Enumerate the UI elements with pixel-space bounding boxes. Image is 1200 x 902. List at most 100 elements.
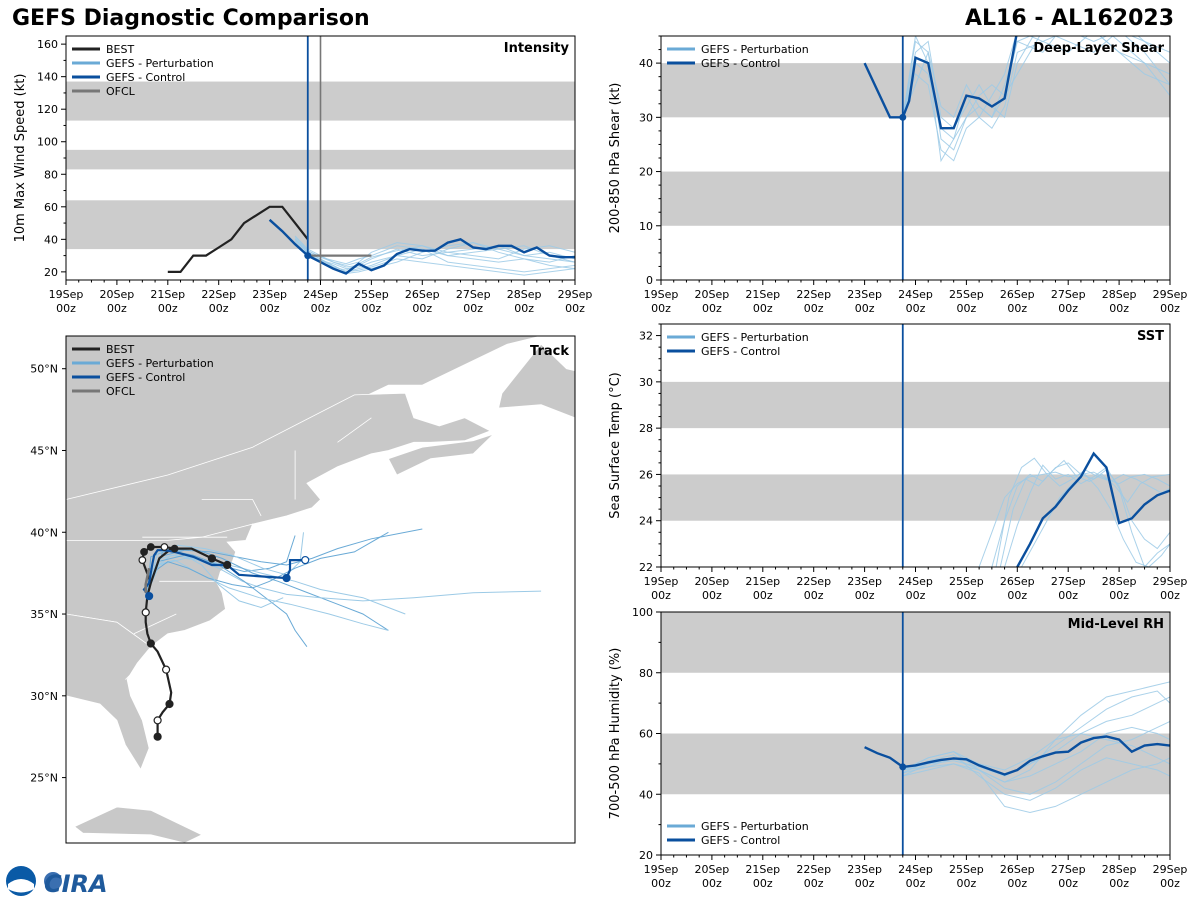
shear-xtick-label-0: 19Sep (644, 288, 679, 301)
rh-xtick-label-hour-2: 00z (753, 877, 773, 890)
sst-ytick-label-28: 28 (639, 422, 653, 435)
intensity-perturbation-line-7 (294, 235, 575, 266)
intensity-legend-label-3: OFCL (106, 85, 136, 98)
track-best-hook-point (138, 556, 147, 564)
shear-band-0 (661, 171, 1170, 226)
track-legend-label-0: BEST (106, 343, 134, 356)
sst-perturbation-line-3 (999, 459, 1170, 567)
rh-ytick-label-100: 100 (632, 606, 653, 619)
shear-ylabel: 200-850 hPa Shear (kt) (608, 83, 623, 234)
shear-xtick-label-5: 24Sep (898, 288, 933, 301)
intensity-xtick-label-hour-6: 00z (362, 302, 382, 315)
rh-xtick-label-3: 22Sep (796, 863, 831, 876)
rh-legend-label-1: GEFS - Control (701, 834, 780, 847)
track-perturbation-line-3 (146, 554, 542, 602)
sst-ylabel: Sea Surface Temp (°C) (608, 372, 623, 519)
intensity-ylabel: 10m Max Wind Speed (kt) (13, 74, 28, 243)
track-best-hook-point (140, 547, 148, 556)
shear-control-line (863, 36, 1018, 130)
sst-band-0 (661, 474, 1170, 521)
rh-xtick-label-hour-8: 00z (1058, 877, 1078, 890)
sst-ytick-label-30: 30 (639, 376, 653, 389)
noaa-bird-icon (8, 879, 34, 893)
shear-ytick-label-20: 20 (639, 166, 653, 179)
track-best-point (153, 716, 162, 725)
track-ofcl-line (144, 567, 151, 593)
intensity-xtick-label-hour-9: 00z (514, 302, 534, 315)
shear-xtick-label-9: 28Sep (1102, 288, 1137, 301)
track-perturbation-line-8 (146, 531, 389, 593)
sst-legend-label-0: GEFS - Perturbation (701, 331, 809, 344)
intensity-title: Intensity (504, 41, 570, 56)
rh-xtick-label-2: 21Sep (745, 863, 780, 876)
intensity-xtick-label-hour-0: 00z (56, 302, 76, 315)
intensity-ytick-label-40: 40 (44, 233, 58, 246)
track-lat-label-4: 45°N (30, 444, 58, 457)
sst-legend-label-1: GEFS - Control (701, 345, 780, 358)
track-land-4 (387, 433, 494, 476)
rh-xtick-label-6: 25Sep (949, 863, 984, 876)
track-best-hook-point (160, 543, 169, 551)
shear-xtick-label-hour-5: 00z (906, 302, 926, 315)
sst-ytick-label-32: 32 (639, 330, 653, 343)
sst-xtick-label-hour-0: 00z (651, 589, 671, 602)
shear-ytick-label-40: 40 (639, 57, 653, 70)
shear-xtick-label-4: 23Sep (847, 288, 882, 301)
track-best-hook-point (146, 543, 155, 551)
rh-xtick-label-hour-0: 00z (651, 877, 671, 890)
intensity-xtick-label-8: 27Sep (456, 288, 491, 301)
rh-xtick-label-hour-6: 00z (957, 877, 977, 890)
track-lat-label-3: 40°N (30, 526, 58, 539)
intensity-ytick-label-100: 100 (37, 136, 58, 149)
cira-logo-text: CIRA (44, 870, 108, 898)
sst-xtick-label-hour-2: 00z (753, 589, 773, 602)
rh-xtick-label-hour-3: 00z (804, 877, 824, 890)
sst-perturbation-line-0 (978, 471, 1170, 567)
rh-xtick-label-4: 23Sep (847, 863, 882, 876)
intensity-xtick-label-hour-1: 00z (107, 302, 127, 315)
rh-perturbation-line-4 (902, 690, 1170, 777)
shear-xtick-label-hour-1: 00z (702, 302, 722, 315)
intensity-legend-label-1: GEFS - Perturbation (106, 57, 214, 70)
sst-xtick-label-hour-6: 00z (957, 589, 977, 602)
sst-xtick-label-8: 27Sep (1051, 575, 1086, 588)
intensity-xtick-label-hour-10: 00z (565, 302, 585, 315)
rh-band-1 (661, 612, 1170, 673)
sst-xtick-label-2: 21Sep (745, 575, 780, 588)
rh-xtick-label-hour-7: 00z (1007, 877, 1027, 890)
track-control-line (142, 549, 306, 597)
track-best-hook-point (170, 544, 179, 553)
track-land-6 (73, 806, 203, 843)
sst-xtick-label-10: 29Sep (1153, 575, 1188, 588)
rh-perturbation-line-3 (902, 754, 1170, 801)
intensity-xtick-label-4: 23Sep (252, 288, 287, 301)
shear-legend-label-0: GEFS - Perturbation (701, 43, 809, 56)
track-legend-label-3: OFCL (106, 385, 136, 398)
shear-band-1 (661, 63, 1170, 118)
track-lat-label-1: 30°N (30, 690, 58, 703)
shear-xtick-label-8: 27Sep (1051, 288, 1086, 301)
intensity-ytick-label-160: 160 (37, 38, 58, 51)
page-title: GEFS Diagnostic Comparison (12, 6, 370, 31)
rh-ylabel: 700-500 hPa Humidity (%) (608, 648, 623, 820)
sst-xtick-label-7: 26Sep (1000, 575, 1035, 588)
track-land-5 (498, 343, 575, 419)
rh-perturbation-line-6 (902, 732, 1170, 771)
track-lat-label-0: 25°N (30, 772, 58, 785)
rh-title: Mid-Level RH (1068, 617, 1164, 632)
shear-xtick-label-hour-10: 00z (1160, 302, 1180, 315)
intensity-legend-label-0: BEST (106, 43, 134, 56)
intensity-xtick-label-2: 21Sep (150, 288, 185, 301)
track-state-border-3 (125, 662, 143, 680)
rh-xtick-label-hour-1: 00z (702, 877, 722, 890)
track-state-border-4 (201, 499, 262, 517)
rh-plot-area (661, 612, 1170, 814)
rh-xtick-label-5: 24Sep (898, 863, 933, 876)
rh-xtick-label-hour-4: 00z (855, 877, 875, 890)
shear-xtick-label-7: 26Sep (1000, 288, 1035, 301)
track-best-point (165, 699, 174, 709)
sst-xtick-label-hour-10: 00z (1160, 589, 1180, 602)
sst-xtick-label-0: 19Sep (644, 575, 679, 588)
sst-title: SST (1137, 329, 1164, 344)
rh-xtick-label-hour-9: 00z (1109, 877, 1129, 890)
